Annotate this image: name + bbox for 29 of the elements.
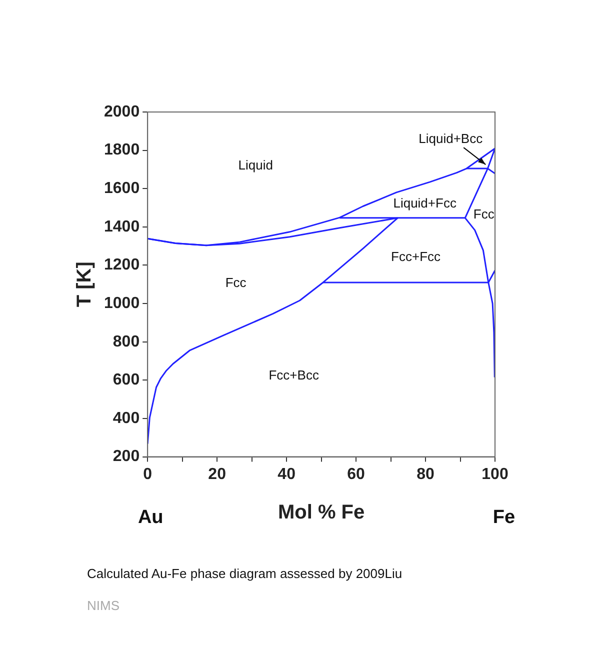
y-tick-label: 200 <box>112 448 140 466</box>
x-tick-label: 60 <box>347 466 366 483</box>
x-tick-label: 20 <box>208 466 226 483</box>
y-tick-label: 1000 <box>104 294 140 312</box>
text: NIMS <box>87 598 120 613</box>
text: Calculated Au-Fe phase diagram assessed by 2009Liu <box>87 566 402 581</box>
x-tick-label: 80 <box>416 466 435 483</box>
y-tick-label: 1200 <box>104 256 140 274</box>
annotation: Fcc+Fcc <box>391 249 442 264</box>
y-tick-label: 2000 <box>104 103 140 120</box>
text: Fe <box>492 507 516 528</box>
y-tick-label: 1800 <box>104 142 140 159</box>
y-tick-label: 1600 <box>104 180 140 198</box>
y-tick-label: 1400 <box>104 218 140 236</box>
y-axis-title: T [K] <box>74 262 96 308</box>
annotation: Fcc <box>225 274 247 290</box>
annotation: Fcc <box>473 206 495 222</box>
x-tick-label: 40 <box>278 466 296 483</box>
y-tick-label: 600 <box>112 372 140 389</box>
y-tick-label: 400 <box>112 410 140 427</box>
x-tick-label: 0 <box>143 466 152 483</box>
x-axis-title: Mol % Fe <box>278 502 365 524</box>
annotation: Liquid+Bcc <box>418 131 484 146</box>
annotation: Liquid <box>238 158 273 173</box>
text: Au <box>138 507 164 528</box>
annotation: Fcc+Bcc <box>268 367 320 382</box>
y-tick-label: 800 <box>112 333 140 350</box>
x-tick-label: 100 <box>482 466 508 483</box>
annotation: Liquid+Fcc <box>393 196 457 211</box>
